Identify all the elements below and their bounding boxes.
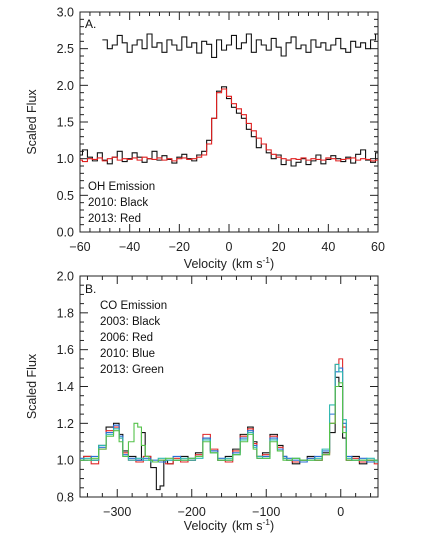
panel-a-series-line-2: [102, 33, 378, 59]
panel-a-series-line-0: [80, 86, 378, 167]
panel-b-x-axis-unit: (km s: [232, 519, 263, 533]
panel-b-y-tick-label: 2.0: [57, 270, 74, 284]
panel-b-panel-letter: B.: [85, 282, 96, 296]
panel-b-y-tick-label: 1.0: [57, 454, 74, 468]
panel-a-panel-letter: A.: [85, 17, 96, 31]
panel-b-legend-annotation: 2013: Green: [100, 364, 164, 376]
panel-a-y-tick-label: 1.0: [57, 152, 74, 166]
panel-b-legend-annotation: 2006: Red: [100, 332, 153, 344]
panel-a-x-axis-unit: (km s: [232, 257, 263, 271]
panel-b-x-axis-unit-close: ): [270, 519, 274, 533]
panel-a-x-tick-label: −20: [169, 240, 190, 254]
panel-a-x-axis-title: Velocity (km s-1): [184, 255, 274, 271]
panel-a-y-axis-title: Scaled Flux: [25, 89, 39, 155]
panel-b-y-tick-label: 1.4: [57, 380, 74, 394]
panel-a-y-tick-label: 0.5: [57, 189, 74, 203]
panel-a-oh-emission-chart: −60 −40 −20 0 20 40 60 0.0 0.5 1.0 1.5 2.0 2.5 3.0 A. O…: [25, 6, 385, 272]
panel-a-y-tick-label: 3.0: [57, 6, 74, 20]
panel-b-y-tick-label: 1.2: [57, 417, 74, 431]
panel-b-y-tick-label: 1.8: [57, 306, 74, 320]
panel-b-series-line-4: [80, 382, 378, 463]
panel-b-legend-annotation: 2003: Black: [100, 316, 160, 328]
panel-a-x-tick-label: −60: [69, 240, 90, 254]
panel-b-x-tick-label: −200: [178, 505, 206, 519]
panel-b-series-line-3: [80, 363, 378, 463]
panel-a-legend-annotation: 2013: Red: [88, 213, 141, 225]
panel-a-legend-annotation: OH Emission: [88, 181, 155, 193]
panel-a-y-tick-label: 2.5: [57, 42, 74, 56]
panel-a-y-tick-label: 1.5: [57, 116, 74, 130]
panel-a-x-tick-label: 0: [226, 240, 233, 254]
panel-a-x-tick-label: 60: [371, 240, 385, 254]
panel-a-y-tick-label: 2.0: [57, 79, 74, 93]
panel-a-y-tick-label: 0.0: [57, 226, 74, 240]
panel-a-legend-annotation: 2010: Black: [88, 197, 148, 209]
panel-b-x-tick-label: −300: [103, 505, 131, 519]
panel-a-x-tick-label: 20: [272, 240, 286, 254]
panel-a-series-line-1: [80, 88, 378, 163]
panel-b-x-axis-title: Velocity (km s-1): [184, 517, 274, 533]
panel-b-x-axis-title-text: Velocity: [184, 519, 228, 533]
panel-b-y-tick-label: 1.6: [57, 343, 74, 357]
panel-b-series-line-0: [80, 376, 378, 491]
panel-b-co-emission-chart: −300 −200 −100 0 0.8 1.0 1.2 1.4 1.6 1.8 2.0 B. CO E…: [25, 270, 379, 533]
panel-b-x-axis-unit-exponent: -1: [262, 517, 270, 527]
panel-a-x-tick-label: 40: [321, 240, 335, 254]
panel-b-x-tick-label: 0: [337, 505, 344, 519]
panel-b-x-tick-label: −100: [252, 505, 280, 519]
panel-a-x-tick-label: −40: [119, 240, 140, 254]
panel-a-x-axis-unit-exponent: -1: [262, 255, 270, 265]
panel-b-series-line-2: [80, 367, 378, 463]
panel-a-x-axis-unit-close: ): [270, 257, 274, 271]
panel-b-y-tick-label: 0.8: [57, 491, 74, 505]
panel-b-legend-annotation: 2010: Blue: [100, 348, 155, 360]
panel-b-y-axis-title: Scaled Flux: [25, 353, 39, 419]
panel-a-x-axis-title-text: Velocity: [184, 257, 228, 271]
panel-b-legend-annotation: CO Emission: [100, 300, 167, 312]
